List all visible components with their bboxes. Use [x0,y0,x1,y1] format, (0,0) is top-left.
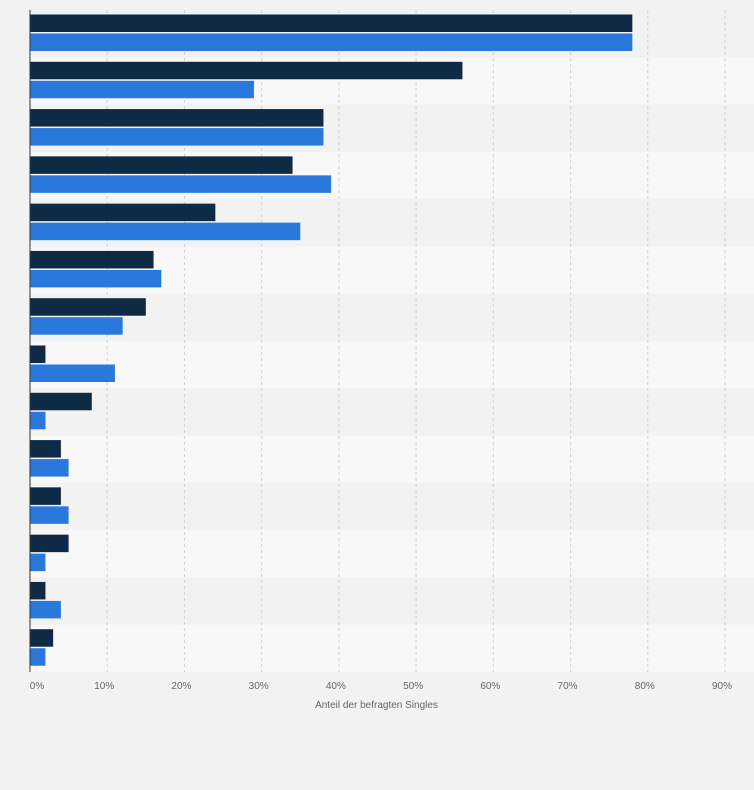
bar-series1-row8 [30,345,46,363]
bar-series2-row2 [30,80,254,99]
bar-series2-row11 [30,506,69,524]
x-tick-label: 60% [480,681,500,692]
bar-series1-row10 [30,440,61,458]
row-band-10 [30,435,754,483]
x-tick-label: 90% [712,681,732,692]
bar-series2-row13 [30,600,61,619]
bar-series1-row11 [30,487,61,505]
row-band-11 [30,482,754,531]
x-tick-label: 0% [30,681,45,692]
bar-series2-row6 [30,269,162,288]
bar-series2-row5 [30,222,301,241]
bar-series2-row4 [30,175,332,193]
bar-series1-row4 [30,156,293,174]
x-tick-label: 50% [403,681,423,692]
bar-series2-row9 [30,411,46,430]
x-tick-label: 20% [171,681,191,692]
bar-series2-row8 [30,364,115,382]
x-tick-label: 10% [94,681,114,692]
x-axis-title: Anteil der befragten Singles [315,700,438,711]
bar-series1-row2 [30,61,463,80]
x-tick-label: 30% [249,681,269,692]
bar-series2-row10 [30,459,69,477]
bar-series2-row1 [30,33,633,51]
bar-series2-row14 [30,648,46,666]
bar-series1-row9 [30,392,92,411]
bar-series2-row12 [30,553,46,572]
bar-series2-row7 [30,317,123,335]
x-tick-labels: 0% 10% 20% 30% 40% 50% 60% 70% 80% 90% [30,681,732,692]
bar-series2-row3 [30,128,324,146]
bar-series1-row5 [30,203,216,222]
bar-series1-row13 [30,581,46,600]
bar-series1-row1 [30,14,633,32]
row-band-12 [30,530,754,578]
row-band-8 [30,341,754,389]
bar-series1-row3 [30,109,324,127]
row-band-7 [30,293,754,341]
x-tick-label: 70% [558,681,578,692]
x-tick-label: 40% [326,681,346,692]
bar-series1-row14 [30,629,54,647]
bar-series1-row7 [30,298,146,316]
row-band-14 [30,624,754,672]
x-tick-label: 80% [635,681,655,692]
row-band-9 [30,388,754,436]
bars [30,14,633,666]
bar-series1-row6 [30,250,154,269]
bar-series1-row12 [30,534,69,553]
row-band-13 [30,577,754,625]
